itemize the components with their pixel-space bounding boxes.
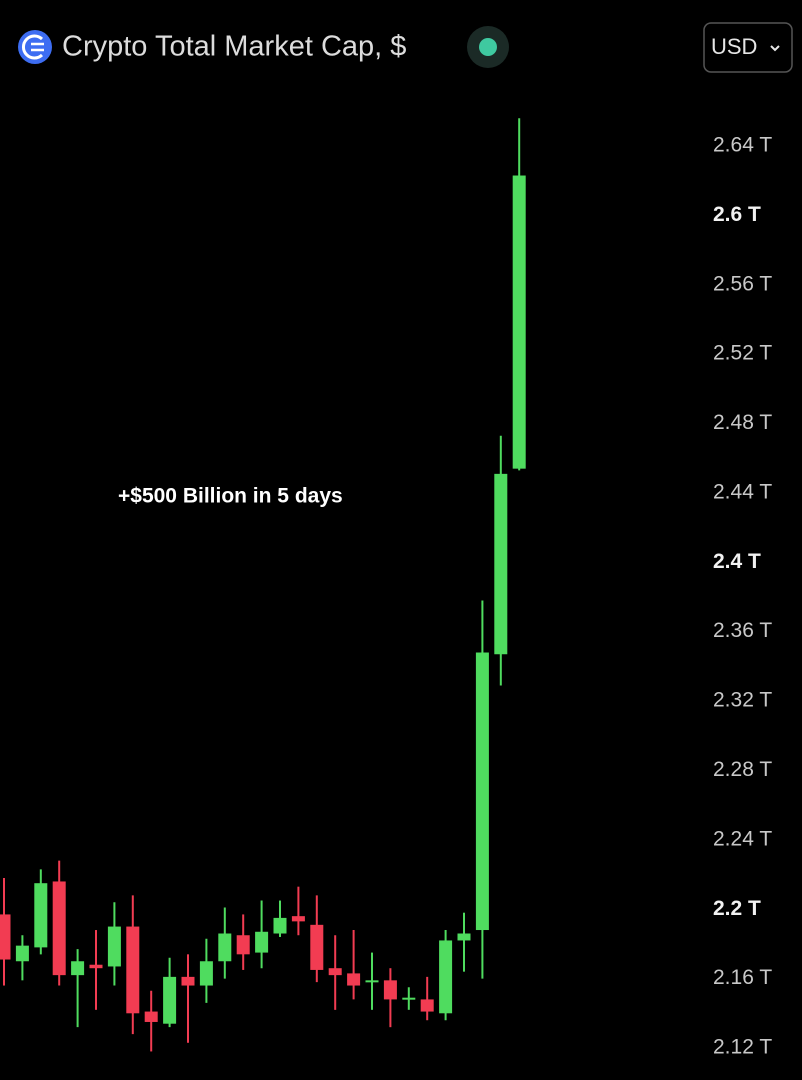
candle-body <box>0 914 11 960</box>
y-tick-label: 2.52 T <box>713 342 772 365</box>
candle-body <box>126 926 140 1014</box>
candle-body <box>255 931 269 953</box>
chart-title: Crypto Total Market Cap, $ <box>62 31 406 63</box>
currency-button-frame[interactable] <box>703 22 793 73</box>
candle-body <box>144 1011 158 1022</box>
candle-body <box>15 945 29 962</box>
y-tick-label: 2.16 T <box>713 966 772 989</box>
y-tick-label: 2.6 T <box>713 203 761 226</box>
candle-body <box>71 961 85 976</box>
candle-body <box>89 964 103 969</box>
candle-body <box>52 881 66 976</box>
candle-body <box>291 916 305 922</box>
logo <box>18 30 52 64</box>
y-tick-label: 2.4 T <box>713 550 761 573</box>
y-tick-label: 2.24 T <box>713 827 772 850</box>
y-tick-label: 2.2 T <box>713 897 761 920</box>
candle-body <box>439 940 453 1014</box>
candle-body <box>365 980 379 983</box>
candle-body <box>383 980 397 1000</box>
y-tick-label: 2.32 T <box>713 689 772 712</box>
candle-body <box>310 924 324 970</box>
candle-body <box>236 935 250 955</box>
candle-body <box>512 175 526 469</box>
candle-body <box>402 997 416 1000</box>
candle-body <box>34 883 48 948</box>
y-tick-label: 2.28 T <box>713 758 772 781</box>
candle-body <box>420 999 434 1012</box>
y-tick-label: 2.36 T <box>713 619 772 642</box>
y-tick-label: 2.44 T <box>713 480 772 503</box>
candle-body <box>457 933 471 941</box>
chevron[interactable] <box>770 45 780 52</box>
candle-body <box>218 933 232 962</box>
currency-label[interactable]: USD <box>711 34 757 59</box>
candle-body <box>181 976 195 986</box>
candle-body <box>199 961 213 986</box>
annotation: +$500 Billion in 5 days <box>118 485 343 508</box>
candle-body <box>163 976 177 1024</box>
candle-body <box>475 652 489 931</box>
candle-body <box>347 973 361 986</box>
currency-button[interactable]: USD <box>703 22 793 73</box>
y-tick-label: 2.56 T <box>713 272 772 295</box>
y-tick-label: 2.12 T <box>713 1036 772 1059</box>
y-tick-label: 2.64 T <box>713 134 772 157</box>
y-tick-label: 2.48 T <box>713 411 772 434</box>
candle-body <box>494 473 508 655</box>
candle-body <box>273 917 287 934</box>
status-dot <box>479 38 497 56</box>
candle-body <box>107 926 121 967</box>
candle-body <box>328 968 342 976</box>
